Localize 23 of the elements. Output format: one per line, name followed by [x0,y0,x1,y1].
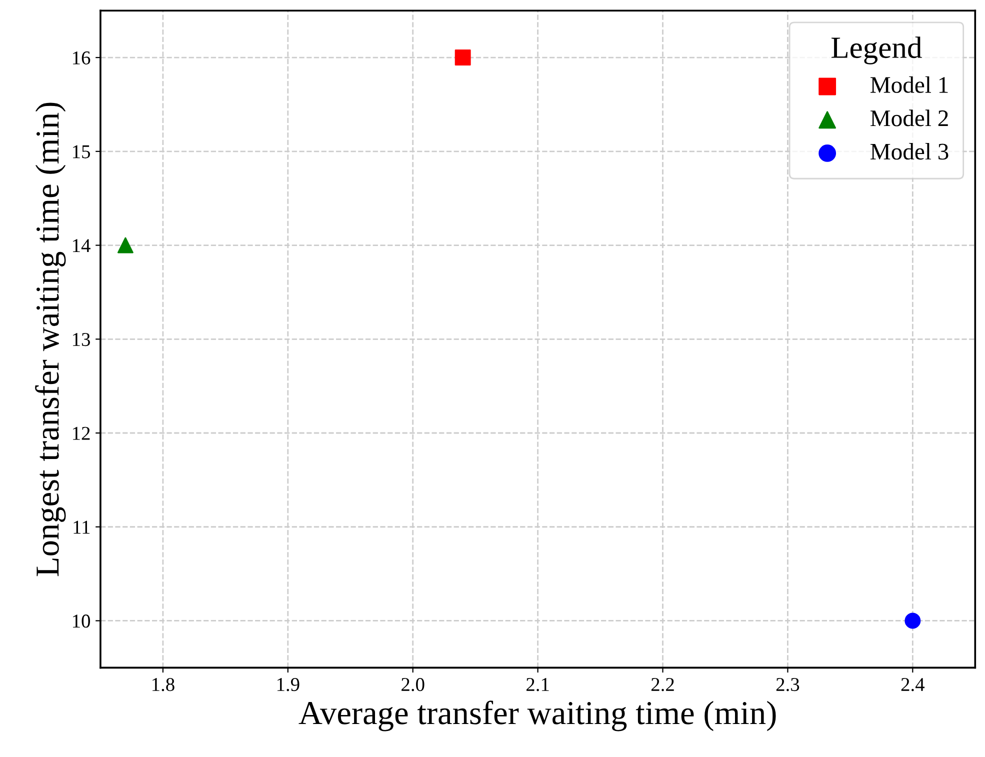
x-axis-title: Average transfer waiting time (min) [298,700,776,732]
legend-label: Model 1 [870,76,948,93]
y-tick-label: 11 [74,520,90,534]
x-tick-label: 2.3 [776,678,800,692]
x-tick-label: 2.1 [526,678,549,692]
point [454,50,471,66]
y-tick-label: 12 [73,426,90,440]
x-tick-label: 2.4 [901,678,925,692]
y-tick-label: 13 [73,333,90,346]
x-tick-label: 1.8 [152,678,174,692]
legend-label: Model 3 [870,143,948,160]
y-tick-label: 14 [73,239,90,252]
y-tick-label: 10 [73,614,90,628]
y-tick-label: 16 [73,51,90,64]
legend-label: Model 2 [870,110,948,126]
y-tick-label: 15 [73,145,90,158]
x-tick-label: 2.0 [402,678,424,692]
legend-title: Legend [832,36,922,64]
y-axis-title: Longest transfer waiting time (min) [35,102,66,576]
x-tick-label: 1.9 [277,678,300,692]
x-tick-label: 2.2 [651,678,674,692]
point [904,612,921,629]
point [117,237,134,254]
